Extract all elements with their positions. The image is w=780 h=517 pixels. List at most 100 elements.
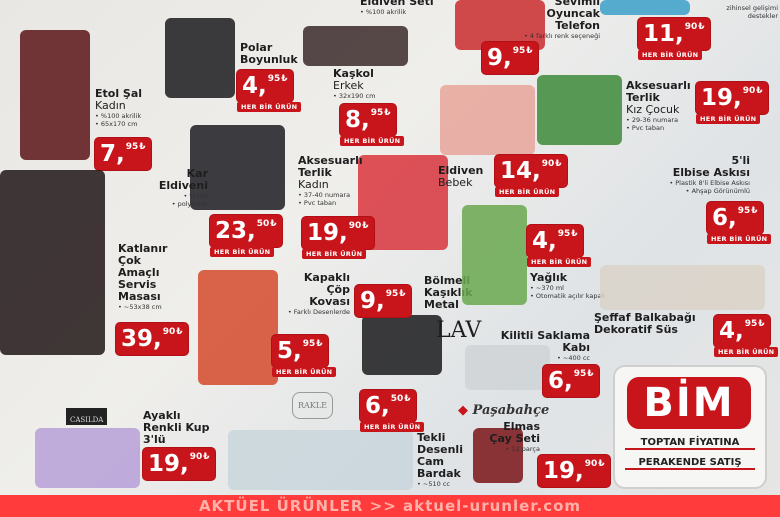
price-cents: 95	[125, 142, 139, 152]
per-item-badge: HER BİR ÜRÜN	[360, 422, 425, 432]
price-tag: 4, 95 ₺	[714, 315, 770, 347]
product-spec: • 4 farklı renk seçeneği	[524, 32, 600, 40]
product-spec: • 32x190 cm	[333, 92, 375, 100]
product-name: Elbise Askısı	[672, 166, 750, 179]
product-spec: • Farklı Desenlerde	[288, 308, 350, 316]
product-name: Ayaklı	[143, 409, 181, 422]
product-image[interactable]	[0, 170, 105, 355]
bullet-icon: •	[360, 8, 366, 16]
product-name: Kabı	[562, 341, 590, 354]
price-main: 19	[148, 451, 181, 477]
bullet-icon: •	[626, 116, 632, 124]
price-cents: 90	[742, 86, 756, 96]
price-main: 19	[701, 85, 734, 111]
bim-logo: BİM	[627, 377, 751, 429]
currency-icon: ₺	[404, 394, 411, 404]
per-item-badge: HER BİR ÜRÜN	[272, 367, 337, 377]
product-image[interactable]	[465, 345, 550, 390]
price-tag: 19, 90 ₺	[302, 217, 374, 249]
product-image[interactable]	[455, 0, 545, 50]
lav-brand: LAV	[436, 318, 482, 343]
product-image[interactable]	[462, 205, 527, 305]
product-image[interactable]	[440, 85, 535, 155]
product-image[interactable]	[228, 430, 413, 490]
product-variant: Bebek	[438, 176, 473, 189]
product-image[interactable]	[362, 315, 442, 375]
product-image[interactable]	[190, 125, 285, 210]
product-name: Boyunluk	[240, 53, 298, 66]
product-spec: • ~370 ml	[530, 284, 605, 292]
product-name: Tekli	[417, 431, 446, 444]
currency-icon: ₺	[698, 22, 705, 32]
bullet-icon: •	[95, 120, 101, 128]
product-image[interactable]	[165, 18, 235, 98]
per-item-badge: HER BİR ÜRÜN	[638, 50, 703, 60]
per-item-badge: HER BİR ÜRÜN	[302, 249, 367, 259]
price-main: 14	[500, 158, 533, 184]
price-comma: ,	[258, 73, 267, 99]
price-comma: ,	[575, 458, 584, 484]
product-label: Kilitli Saklama Kabı • ~400 cc	[500, 329, 590, 363]
currency-icon: ₺	[203, 452, 210, 462]
price-cents: 95	[302, 339, 316, 349]
product-spec: • 65x170 cm	[95, 120, 142, 128]
currency-icon: ₺	[526, 46, 533, 56]
price-main: 4	[532, 228, 549, 254]
product-label: Şeffaf Balkabağı Dekoratif Süs	[594, 312, 696, 336]
bullet-icon: •	[626, 124, 632, 132]
product-spec: • Ahşap Görünümlü	[669, 187, 750, 195]
footer-banner[interactable]: AKTÜEL ÜRÜNLER >> aktuel-urunler.com	[0, 495, 780, 517]
product-label: Kaşkol Erkek • 32x190 cm	[333, 68, 375, 101]
product-image[interactable]	[20, 30, 90, 160]
product-name: Çöp	[326, 283, 350, 296]
price-tag: 11, 90 ₺	[638, 18, 710, 50]
product-image[interactable]	[600, 265, 765, 310]
per-item-badge: HER BİR ÜRÜN	[210, 247, 275, 257]
product-image[interactable]	[473, 428, 523, 483]
price-comma: ,	[733, 85, 742, 111]
bullet-icon: •	[530, 284, 536, 292]
price-tag: 6, 50 ₺	[360, 390, 416, 422]
bullet-icon: •	[298, 191, 304, 199]
bim-slogan-2: PERAKENDE SATIŞ	[625, 457, 755, 470]
per-item-badge: HER BİR ÜRÜN	[340, 136, 405, 146]
product-spec-text: Pvc taban	[303, 199, 337, 207]
product-name: Sevimli	[554, 0, 600, 8]
product-image[interactable]	[35, 428, 140, 488]
price-cents: 50	[390, 394, 404, 404]
price-comma: ,	[339, 220, 348, 246]
product-image[interactable]	[198, 270, 278, 385]
product-spec: • %100 akrilik	[360, 8, 434, 16]
product-image[interactable]	[600, 0, 690, 15]
pasabahce-brand: ◆ Paşabahçe	[458, 403, 549, 419]
price-cents: 95	[573, 369, 587, 379]
price-comma: ,	[548, 228, 557, 254]
product-label: 5'li Elbise Askısı • Plastik 8'li Elbise A…	[669, 155, 750, 196]
product-name: Telefon	[555, 19, 600, 32]
product-image[interactable]	[303, 26, 408, 66]
product-spec-text: ~370 ml	[535, 284, 564, 292]
product-name: Şeffaf Balkabağı	[594, 311, 696, 324]
product-image[interactable]	[537, 75, 622, 145]
price-cents: 50	[256, 219, 270, 229]
product-name: Eldiveni	[158, 179, 208, 192]
per-item-badge: HER BİR ÜRÜN	[527, 257, 592, 267]
product-name: Renkli Kup	[143, 421, 210, 434]
bullet-icon: •	[417, 480, 423, 488]
product-name: Metal	[424, 298, 459, 311]
product-spec-text: 37-40 numara	[303, 191, 351, 199]
price-cents: 95	[512, 46, 526, 56]
price-tag: 8, 95 ₺	[340, 104, 396, 136]
bullet-icon: •	[333, 92, 339, 100]
product-spec: • 12 parça	[489, 445, 540, 453]
price-main: 19	[307, 220, 340, 246]
product-name: Kilitli Saklama	[500, 329, 590, 342]
price-comma: ,	[247, 218, 256, 244]
product-spec: • polyester	[159, 200, 208, 208]
product-name: Desenli	[417, 443, 463, 456]
price-main: 9	[360, 288, 377, 314]
price-comma: ,	[532, 158, 541, 184]
product-spec-text: Pvc taban	[631, 124, 665, 132]
product-spec: • Otomatik açılır kapak	[530, 292, 605, 300]
product-label: Tekli Desenli Cam Bardak • ~510 cc	[417, 431, 463, 489]
